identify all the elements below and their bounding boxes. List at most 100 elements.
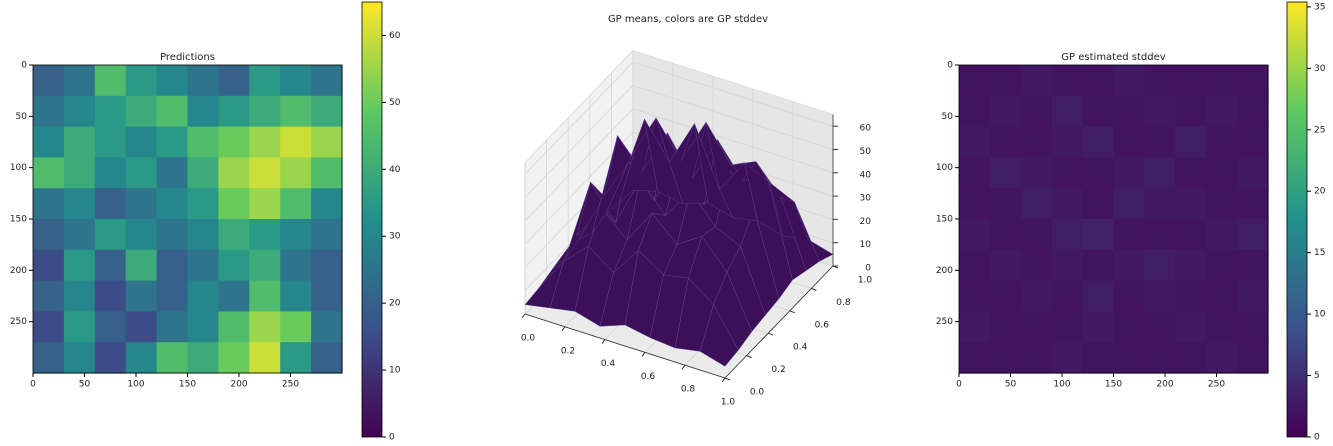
heatmap-cell	[311, 219, 343, 251]
heatmap-cell	[33, 95, 65, 128]
x-tick-label: 0.2	[561, 346, 575, 356]
heatmap-cell	[1206, 219, 1238, 251]
heatmap-cell	[311, 65, 343, 97]
z-tick-label: 60	[860, 124, 872, 134]
heatmap-cell	[1206, 311, 1238, 343]
heatmap-cell	[959, 65, 991, 97]
heatmap-cell	[218, 95, 250, 128]
heatmap-cell	[1206, 342, 1238, 374]
z-tick-label: 50	[860, 147, 872, 157]
heatmap-cell	[94, 65, 127, 97]
heatmap-cell	[1237, 311, 1269, 343]
heatmap-cell	[33, 249, 65, 282]
heatmap-cell	[1175, 157, 1207, 189]
heatmap-cell	[1113, 126, 1145, 158]
heatmap-cell	[1020, 65, 1053, 97]
heatmap-cell	[1175, 188, 1207, 220]
heatmap-cell	[1206, 249, 1238, 282]
heatmap-cell	[1113, 157, 1145, 189]
heatmap-cell	[1237, 249, 1269, 282]
heatmap-cell	[989, 342, 1022, 374]
y-tick-label: 0.4	[793, 343, 808, 353]
heatmap-cell	[1020, 95, 1053, 128]
y-tick-label: 200	[936, 266, 953, 276]
heatmap-cell	[1020, 342, 1053, 374]
heatmap-cell	[1175, 311, 1207, 343]
z-tick-label: 0	[865, 264, 871, 274]
heatmap-cell	[959, 280, 991, 312]
heatmap-cell	[1113, 95, 1145, 128]
heatmap-cell	[959, 249, 991, 282]
heatmap-cell	[280, 188, 312, 220]
x-tick-label: 100	[127, 380, 144, 390]
panel-title: GP means, colors are GP stddev	[608, 14, 768, 25]
heatmap-cell	[280, 342, 312, 374]
heatmap-cell	[1051, 188, 1084, 220]
x-tick-label: 0.4	[601, 359, 616, 369]
heatmap-cell	[218, 157, 250, 189]
y-tick-label: 0.8	[836, 298, 851, 308]
colorbar-tick-label: 20	[1314, 187, 1326, 197]
heatmap-cell	[94, 95, 127, 128]
y-tick	[768, 332, 774, 336]
heatmap-cell	[1020, 280, 1053, 312]
heatmap-cell	[1082, 311, 1115, 343]
heatmap-cell	[311, 95, 343, 128]
heatmap-cell	[63, 342, 96, 374]
y-tick	[724, 377, 731, 381]
heatmap-cell	[1051, 249, 1084, 282]
heatmap-cell	[1206, 65, 1238, 97]
heatmap-cell	[1113, 188, 1145, 220]
heatmap-cell	[63, 219, 96, 251]
heatmap-cell	[989, 95, 1022, 128]
heatmap-cell	[156, 249, 189, 282]
heatmap-cell	[311, 280, 343, 312]
grid-line	[632, 85, 834, 150]
heatmap-cell	[311, 188, 343, 220]
heatmap-cell	[249, 342, 281, 374]
surface-patch	[794, 202, 834, 262]
x-tick-label: 1.0	[721, 398, 736, 408]
x-tick	[521, 313, 526, 319]
heatmap-cell	[280, 157, 312, 189]
grid-line	[524, 108, 634, 222]
colorbar-tick-label: 35	[1314, 2, 1325, 12]
heatmap-cell	[1082, 342, 1115, 374]
y-tick	[746, 355, 752, 359]
heatmap-cell	[218, 219, 250, 251]
heatmap-cell	[1237, 188, 1269, 220]
heatmap-cell	[94, 249, 127, 282]
colorbar-tick-label: 10	[389, 366, 401, 376]
colorbar	[1286, 1, 1308, 438]
heatmap-cell	[218, 65, 250, 97]
heatmap-cell	[1082, 126, 1115, 158]
heatmap-cell	[94, 188, 127, 220]
heatmap-cell	[187, 249, 219, 282]
grid-line	[632, 61, 834, 127]
x-tick	[641, 352, 646, 357]
heatmap-cell	[1113, 311, 1145, 343]
heatmap-cell	[94, 280, 127, 312]
heatmap-cell	[1051, 95, 1084, 128]
y-tick	[789, 310, 795, 314]
heatmap-cell	[249, 188, 281, 220]
colorbar	[361, 1, 383, 438]
heatmap-cell	[280, 95, 312, 128]
heatmap-cell	[156, 280, 189, 312]
heatmap-cell	[125, 65, 158, 97]
heatmap-cell	[959, 311, 991, 343]
heatmap-cell	[125, 249, 158, 282]
heatmap-cell	[1175, 126, 1207, 158]
heatmap-cell	[1237, 280, 1269, 312]
heatmap-cell	[187, 188, 219, 220]
colorbar-tick-label: 30	[389, 232, 401, 242]
heatmap-cell	[311, 126, 343, 158]
axis-line	[524, 313, 726, 379]
heatmap-cell	[1113, 342, 1145, 374]
heatmap-cell	[989, 126, 1022, 158]
heatmap-cell	[1175, 95, 1207, 128]
heatmap-cell	[63, 280, 96, 312]
heatmap-cell	[1237, 219, 1269, 251]
y-tick-label: 200	[10, 266, 27, 276]
